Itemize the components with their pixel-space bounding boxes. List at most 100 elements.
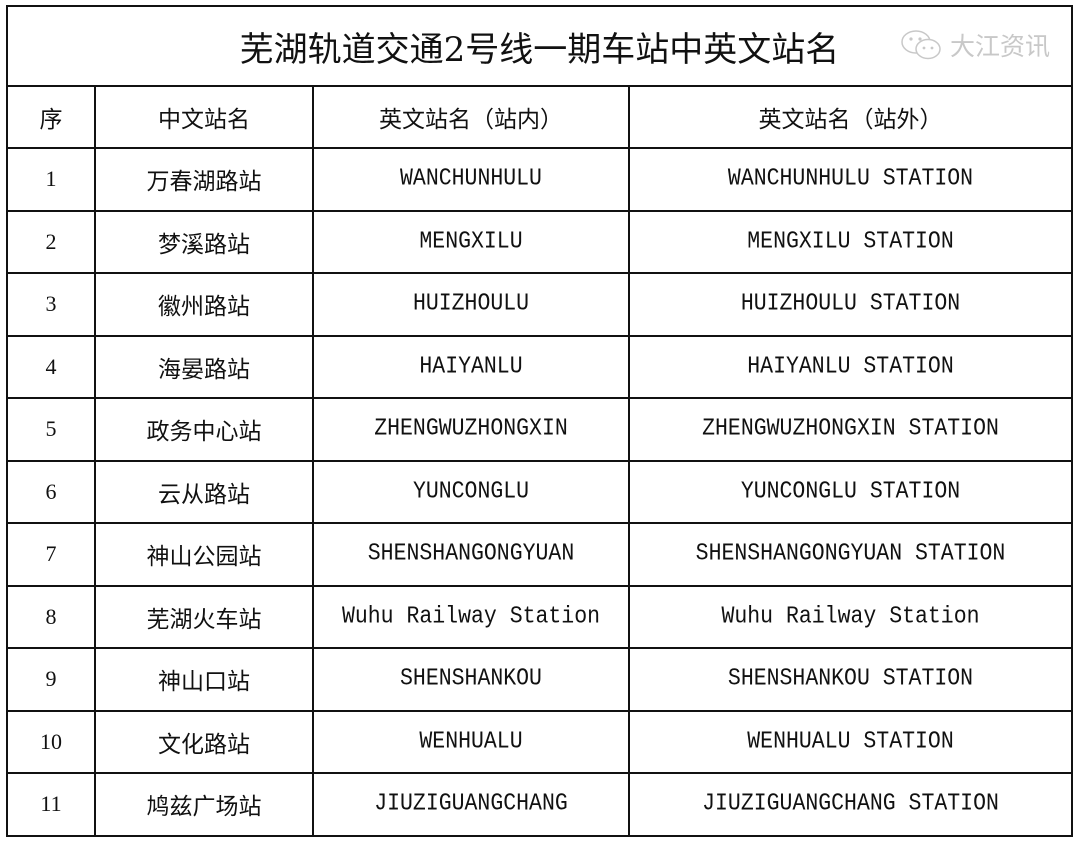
english-name-outer-cell: YUNCONGLU STATION (628, 459, 1073, 524)
english-name-inner-cell: MENGXILU (312, 209, 630, 274)
english-name-outer: HUIZHOULU STATION (740, 291, 961, 318)
english-name-inner-cell: JIUZIGUANGCHANG (312, 772, 630, 837)
english-name-inner-cell: Wuhu Railway Station (312, 584, 630, 649)
row-number: 11 (40, 791, 62, 817)
chinese-name: 文化路站 (158, 731, 250, 758)
english-name-outer: SHENSHANGONGYUAN STATION (695, 541, 1006, 568)
table-row: 6 云从路站 YUNCONGLU YUNCONGLU STATION (6, 459, 1073, 524)
chinese-name: 云从路站 (158, 481, 250, 508)
row-number-cell: 8 (6, 584, 96, 649)
table-row: 9 神山口站 SHENSHANKOU SHENSHANKOU STATION (6, 647, 1073, 712)
table-row: 7 神山公园站 SHENSHANGONGYUAN SHENSHANGONGYUAN S… (6, 522, 1073, 587)
english-name-outer-cell: HUIZHOULU STATION (628, 272, 1073, 337)
table-row: 10 文化路站 WENHUALU WENHUALU STATION (6, 709, 1073, 774)
english-name-outer-cell: MENGXILU STATION (628, 209, 1073, 274)
english-name-outer: Wuhu Railway Station (721, 603, 980, 630)
chinese-name-cell: 芜湖火车站 (94, 584, 314, 649)
english-name-outer-cell: SHENSHANKOU STATION (628, 647, 1073, 712)
table-row: 4 海晏路站 HAIYANLU HAIYANLU STATION (6, 334, 1073, 399)
row-number: 8 (45, 603, 57, 629)
row-number: 6 (45, 478, 57, 504)
chinese-name-cell: 徽州路站 (94, 272, 314, 337)
english-name-inner-cell: WENHUALU (312, 709, 630, 774)
english-name-outer: MENGXILU STATION (747, 228, 954, 255)
row-number-cell: 4 (6, 334, 96, 399)
row-number: 2 (45, 228, 57, 254)
english-name-inner: HAIYANLU (419, 353, 523, 380)
chinese-name: 梦溪路站 (158, 231, 250, 258)
english-name-inner: ZHENGWUZHONGXIN (374, 416, 568, 443)
row-number-cell: 9 (6, 647, 96, 712)
english-name-outer: YUNCONGLU STATION (740, 478, 961, 505)
table-row: 5 政务中心站 ZHENGWUZHONGXIN ZHENGWUZHONGXIN STA… (6, 397, 1073, 462)
english-name-outer: SHENSHANKOU STATION (727, 666, 974, 693)
row-number: 1 (45, 166, 57, 192)
row-number-cell: 6 (6, 459, 96, 524)
chinese-name: 鸠兹广场站 (146, 794, 262, 821)
chinese-name-cell: 万春湖路站 (94, 147, 314, 212)
chinese-name-cell: 神山公园站 (94, 522, 314, 587)
english-name-inner: HUIZHOULU (412, 291, 530, 318)
english-name-outer-cell: WANCHUNHULU STATION (628, 147, 1073, 212)
chinese-name-cell: 神山口站 (94, 647, 314, 712)
table-row: 2 梦溪路站 MENGXILU MENGXILU STATION (6, 209, 1073, 274)
table-row: 3 徽州路站 HUIZHOULU HUIZHOULU STATION (6, 272, 1073, 337)
english-name-inner-cell: HUIZHOULU (312, 272, 630, 337)
chinese-name: 海晏路站 (158, 356, 250, 383)
english-name-inner-cell: ZHENGWUZHONGXIN (312, 397, 630, 462)
chinese-name: 神山口站 (158, 669, 250, 696)
chinese-name: 万春湖路站 (146, 169, 262, 196)
chinese-name: 神山公园站 (146, 544, 262, 571)
english-name-inner: MENGXILU (419, 228, 523, 255)
chinese-name-cell: 海晏路站 (94, 334, 314, 399)
row-number: 4 (45, 353, 57, 379)
header-row: 序 中文站名 英文站名（站内） 英文站名（站外） (6, 85, 1073, 149)
english-name-outer: HAIYANLU STATION (747, 353, 954, 380)
header-chinese-name: 中文站名 (94, 85, 314, 149)
chinese-name-cell: 文化路站 (94, 709, 314, 774)
english-name-outer-cell: HAIYANLU STATION (628, 334, 1073, 399)
english-name-outer: ZHENGWUZHONGXIN STATION (702, 416, 999, 443)
english-name-outer-cell: SHENSHANGONGYUAN STATION (628, 522, 1073, 587)
row-number-cell: 1 (6, 147, 96, 212)
english-name-inner-cell: YUNCONGLU (312, 459, 630, 524)
chinese-name-cell: 鸠兹广场站 (94, 772, 314, 837)
english-name-inner-cell: SHENSHANKOU (312, 647, 630, 712)
row-number: 5 (45, 416, 57, 442)
table-row: 1 万春湖路站 WANCHUNHULU WANCHUNHULU STATION (6, 147, 1073, 212)
row-number-cell: 10 (6, 709, 96, 774)
row-number: 3 (45, 291, 57, 317)
chinese-name: 政务中心站 (146, 419, 262, 446)
table-title: 芜湖轨道交通2号线一期车站中英文站名 (6, 5, 1073, 87)
header-no: 序 (6, 85, 96, 149)
title-row: 芜湖轨道交通2号线一期车站中英文站名 (6, 5, 1073, 87)
row-number: 9 (45, 666, 57, 692)
chinese-name: 芜湖火车站 (146, 606, 262, 633)
english-name-inner-cell: HAIYANLU (312, 334, 630, 399)
table-row: 11 鸠兹广场站 JIUZIGUANGCHANG JIUZIGUANGCHANG ST… (6, 772, 1073, 837)
english-name-inner: SHENSHANKOU (400, 666, 542, 693)
english-name-inner-cell: SHENSHANGONGYUAN (312, 522, 630, 587)
chinese-name-cell: 梦溪路站 (94, 209, 314, 274)
english-name-outer-cell: ZHENGWUZHONGXIN STATION (628, 397, 1073, 462)
row-number-cell: 7 (6, 522, 96, 587)
row-number: 7 (45, 541, 57, 567)
english-name-outer-cell: JIUZIGUANGCHANG STATION (628, 772, 1073, 837)
row-number-cell: 2 (6, 209, 96, 274)
english-name-outer: JIUZIGUANGCHANG STATION (702, 791, 999, 818)
row-number: 10 (40, 728, 62, 754)
chinese-name-cell: 云从路站 (94, 459, 314, 524)
english-name-outer: WANCHUNHULU STATION (727, 166, 974, 193)
chinese-name: 徽州路站 (158, 294, 250, 321)
row-number-cell: 3 (6, 272, 96, 337)
station-names-table: 芜湖轨道交通2号线一期车站中英文站名 序 中文站名 英文站名（站内） 英文站名（… (6, 5, 1073, 837)
english-name-inner: SHENSHANGONGYUAN (367, 541, 575, 568)
english-name-inner: WANCHUNHULU (400, 166, 542, 193)
english-name-inner: JIUZIGUANGCHANG (374, 791, 568, 818)
chinese-name-cell: 政务中心站 (94, 397, 314, 462)
english-name-inner: Wuhu Railway Station (341, 603, 601, 630)
row-number-cell: 11 (6, 772, 96, 837)
table-row: 8 芜湖火车站 Wuhu Railway Station Wuhu Railway S… (6, 584, 1073, 649)
header-english-inner: 英文站名（站内） (312, 85, 630, 149)
english-name-outer-cell: Wuhu Railway Station (628, 584, 1073, 649)
